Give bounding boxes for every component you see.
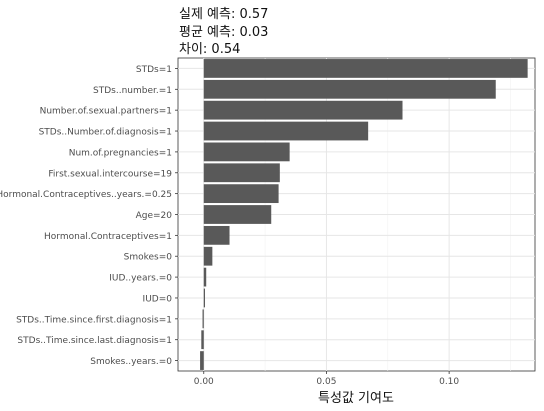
bar xyxy=(203,184,279,204)
y-tick-label: Num.of.pregnancies=1 xyxy=(69,148,172,158)
bar xyxy=(203,163,280,183)
bar xyxy=(200,351,204,370)
bar xyxy=(203,142,290,162)
mean-prediction-text: 평균 예측: 0.03 xyxy=(179,24,269,40)
x-axis-ticks: 0.00 0.05 0.10 xyxy=(194,371,459,387)
x-tick-label: 0.00 xyxy=(194,377,214,387)
y-tick-label: STDs=1 xyxy=(136,65,172,75)
y-tick-label: STDs..number.=1 xyxy=(93,86,172,96)
bar xyxy=(203,288,205,308)
y-tick-label: STDs..Number.of.diagnosis=1 xyxy=(39,128,172,138)
y-tick-label: IUD=0 xyxy=(143,294,173,304)
y-tick-label: STDs..Time.since.last.diagnosis=1 xyxy=(17,336,172,346)
y-tick-label: First.sexual.intercourse=19 xyxy=(48,169,172,179)
bar xyxy=(203,225,230,245)
actual-prediction-text: 실제 예측: 0.57 xyxy=(179,7,269,22)
y-tick-label: Age=20 xyxy=(136,211,173,221)
y-tick-label: STDs..Time.since.first.diagnosis=1 xyxy=(16,315,172,325)
bar xyxy=(203,59,528,78)
y-tick-label: Smokes=0 xyxy=(124,253,173,263)
bar xyxy=(203,121,369,141)
bars xyxy=(200,59,528,370)
y-tick-label: IUD..years.=0 xyxy=(109,274,172,284)
y-tick-label: Hormonal.Contraceptives=1 xyxy=(44,232,172,242)
bar xyxy=(203,79,496,99)
y-tick-label: Hormonal.Contraceptives..years.=0.25 xyxy=(0,190,172,200)
bar xyxy=(203,205,272,224)
bar xyxy=(202,309,204,329)
bar xyxy=(203,267,207,287)
bar xyxy=(203,246,213,266)
y-tick-label: Number.of.sexual.partners=1 xyxy=(40,107,172,117)
bar xyxy=(201,330,204,350)
x-tick-label: 0.10 xyxy=(439,377,459,387)
difference-text: 차이: 0.54 xyxy=(179,42,241,57)
y-tick-label: Smokes..years.=0 xyxy=(90,357,172,367)
x-axis-title: 특성값 기여도 xyxy=(318,391,394,406)
y-axis-labels: STDs=1 STDs..number.=1 Number.of.sexual.pa… xyxy=(0,65,178,367)
x-tick-label: 0.05 xyxy=(316,377,336,387)
bar xyxy=(203,100,403,120)
prediction-summary: 실제 예측: 0.57 평균 예측: 0.03 차이: 0.54 xyxy=(179,6,268,59)
